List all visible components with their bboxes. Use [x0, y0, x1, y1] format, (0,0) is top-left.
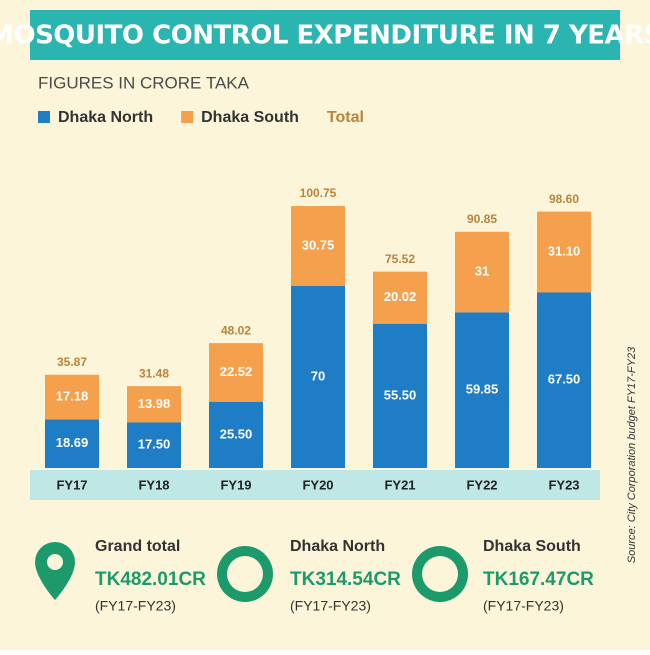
- legend-swatch: [181, 111, 194, 123]
- bar-segment: [45, 419, 99, 468]
- chart-title: MOSQUITO CONTROL EXPENDITURE IN 7 YEARS: [0, 21, 650, 51]
- category-strip: [30, 470, 600, 500]
- bar-segment: [373, 323, 427, 468]
- south-icon-inner: [422, 556, 458, 592]
- value-label: 67.50: [548, 372, 581, 387]
- bar-segment: [209, 401, 263, 468]
- x-tick-label: FY23: [548, 477, 579, 492]
- summary-label: Grand total: [95, 538, 180, 555]
- x-tick-label: FY21: [384, 477, 415, 492]
- value-label: 18.69: [56, 435, 89, 450]
- x-tick-label: FY17: [56, 477, 87, 492]
- summary-period: (FY17-FY23): [290, 598, 371, 614]
- location-icon: [35, 542, 75, 600]
- value-label: 31.10: [548, 244, 581, 259]
- value-label: 17.50: [138, 437, 171, 452]
- x-tick-label: FY22: [466, 477, 497, 492]
- total-label: 31.48: [139, 366, 169, 380]
- value-label: 25.50: [220, 426, 253, 441]
- total-label: 90.85: [467, 212, 497, 226]
- legend-label: Dhaka South: [201, 109, 299, 126]
- bar-segment: [455, 312, 509, 468]
- value-label: 17.18: [56, 389, 89, 404]
- x-tick-label: FY20: [302, 477, 333, 492]
- value-label: 20.02: [384, 289, 417, 304]
- bar-segment: [127, 386, 181, 423]
- bar-segment: [537, 211, 591, 293]
- legend-label: Dhaka North: [58, 109, 153, 126]
- x-tick-label: FY18: [138, 477, 169, 492]
- legend-label: Total: [327, 109, 364, 126]
- bar-segment: [373, 271, 427, 324]
- north-icon-inner: [227, 556, 263, 592]
- total-label: 35.87: [57, 355, 87, 369]
- location-icon-dot: [47, 554, 63, 570]
- value-label: 59.85: [466, 382, 499, 397]
- total-label: 75.52: [385, 252, 415, 266]
- bar-segment: [209, 343, 263, 402]
- bar-segment: [537, 292, 591, 468]
- summary-period: (FY17-FY23): [483, 598, 564, 614]
- summary-label: Dhaka South: [483, 538, 581, 555]
- value-label: 70: [311, 368, 325, 383]
- subtitle: FIGURES IN CRORE TAKA: [38, 73, 250, 92]
- summary-amount: TK167.47CR: [483, 569, 594, 590]
- bar-segment: [455, 231, 509, 313]
- total-label: 100.75: [300, 186, 337, 200]
- total-label: 48.02: [221, 323, 251, 337]
- value-label: 22.52: [220, 364, 253, 379]
- legend-swatch: [38, 111, 50, 123]
- bar-segment: [291, 206, 345, 286]
- total-label: 98.60: [549, 192, 579, 206]
- value-label: 13.98: [138, 396, 171, 411]
- summary-amount: TK314.54CR: [290, 569, 401, 590]
- title-banner: [30, 10, 620, 60]
- bar-segment: [127, 422, 181, 468]
- summary-amount: TK482.01CR: [95, 569, 206, 590]
- bar-segment: [45, 374, 99, 420]
- value-label: 30.75: [302, 237, 335, 252]
- source: Source: City Corporation budget FY17-FY2…: [626, 346, 638, 563]
- bar-segment: [291, 286, 345, 468]
- summary-period: (FY17-FY23): [95, 598, 176, 614]
- value-label: 55.50: [384, 387, 417, 402]
- summary-label: Dhaka North: [290, 538, 385, 555]
- value-label: 31: [475, 264, 489, 279]
- x-tick-label: FY19: [220, 477, 251, 492]
